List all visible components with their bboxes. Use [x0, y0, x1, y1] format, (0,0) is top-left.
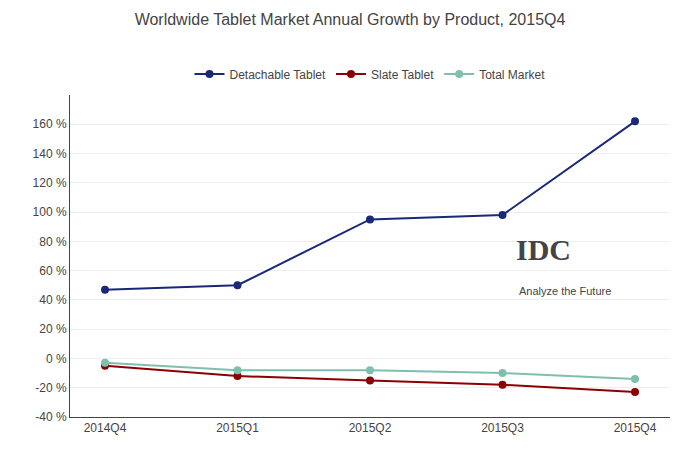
svg-text:2014Q4: 2014Q4 — [84, 421, 127, 435]
svg-text:40 %: 40 % — [39, 293, 67, 307]
svg-text:Detachable Tablet: Detachable Tablet — [230, 68, 327, 82]
svg-text:Total Market: Total Market — [479, 68, 545, 82]
svg-text:Slate Tablet: Slate Tablet — [371, 68, 434, 82]
svg-text:140 %: 140 % — [33, 147, 67, 161]
svg-text:160 %: 160 % — [33, 117, 67, 131]
svg-text:2015Q3: 2015Q3 — [481, 421, 524, 435]
svg-text:-20 %: -20 % — [35, 381, 67, 395]
svg-text:2015Q2: 2015Q2 — [349, 421, 392, 435]
svg-text:0 %: 0 % — [46, 352, 67, 366]
svg-text:Worldwide Tablet Market Annual: Worldwide Tablet Market Annual Growth by… — [135, 11, 566, 28]
svg-text:2015Q4: 2015Q4 — [614, 421, 657, 435]
svg-text:-40 %: -40 % — [35, 410, 67, 424]
svg-text:120 %: 120 % — [33, 176, 67, 190]
svg-text:60 %: 60 % — [39, 264, 67, 278]
svg-text:IDC: IDC — [516, 233, 571, 266]
svg-text:100 %: 100 % — [33, 205, 67, 219]
svg-text:20 %: 20 % — [39, 322, 67, 336]
svg-text:80 %: 80 % — [39, 235, 67, 249]
svg-text:Analyze the Future: Analyze the Future — [519, 285, 611, 297]
svg-text:2015Q1: 2015Q1 — [216, 421, 259, 435]
